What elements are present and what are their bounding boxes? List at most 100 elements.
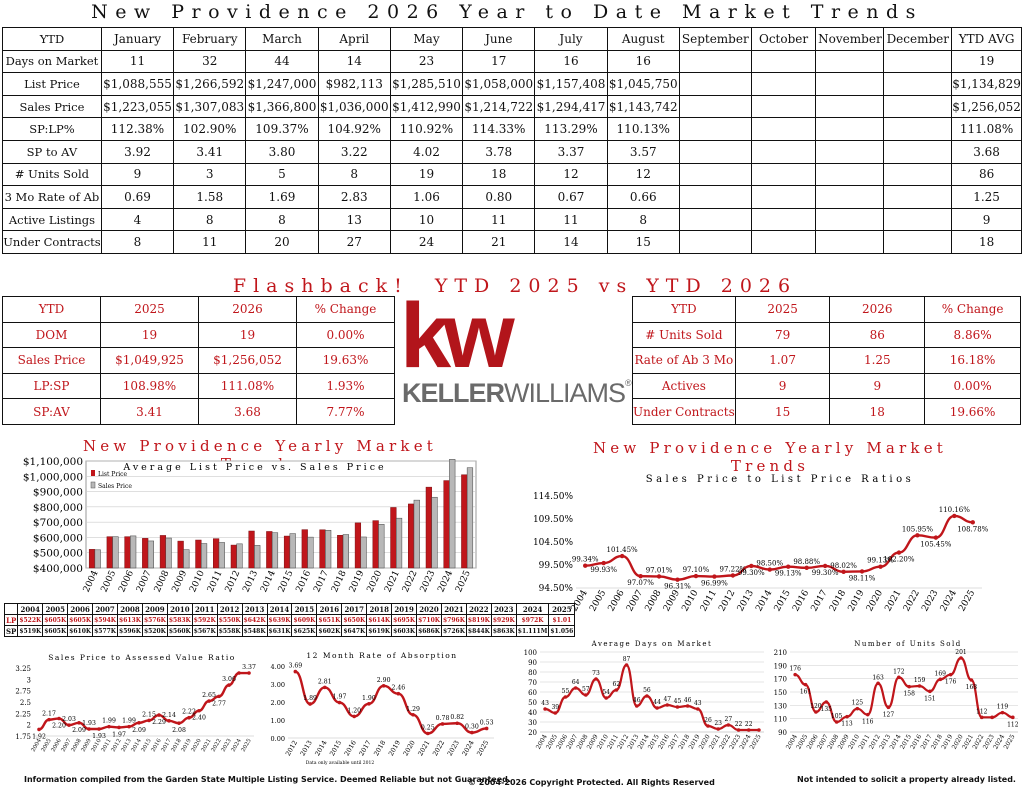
table-cell: $583K [166, 614, 193, 626]
x-tick-label: 2022 [902, 589, 922, 614]
y-tick-label: 20 [528, 729, 537, 737]
data-label: 1.92 [32, 733, 46, 740]
table-row: SP to AV 3.92 3.41 3.80 3.22 4.02 3.78 3.37 3.57… [2, 139, 1022, 164]
bar-sales-price [289, 533, 296, 569]
y-tick-label: 30 [528, 719, 537, 727]
yearly-price-mini-table: 2004 2005 2006 2007 2008 2009 2010 2011 2012 2013… [3, 603, 576, 637]
table-cell: 111.08% [951, 117, 1022, 141]
data-label: 45 [674, 698, 682, 705]
bar-list-price [159, 535, 167, 569]
data-point [425, 731, 430, 736]
table-cell: 104.92% [317, 117, 391, 141]
table-cell: 1.58 [173, 185, 247, 209]
table-cell [815, 230, 885, 254]
table-row: Days on Market 11 32 44 14 23 17 16 16 19 [2, 49, 1022, 74]
table-cell [883, 117, 953, 141]
data-label: 99.34% [572, 556, 599, 564]
data-label: 113 [841, 721, 853, 728]
data-label: 1.20 [347, 707, 361, 714]
data-label: 2.90 [377, 677, 391, 684]
footer-solicitation: Not intended to solicit a property alrea… [797, 775, 1016, 784]
table-cell [815, 72, 885, 96]
footer-copyright: © 2004-2026 Copyright Protected. All Rig… [468, 778, 715, 787]
data-point [553, 711, 558, 715]
data-point [247, 671, 251, 675]
table-cell: 1.06 [389, 185, 464, 209]
y-tick-label: 70 [528, 679, 537, 687]
data-label: 2.81 [318, 678, 332, 685]
data-point [604, 696, 608, 700]
table-cell: $1,143,742 [606, 94, 680, 119]
y-tick-label: 90 [778, 729, 787, 737]
y-tick-label: 170 [774, 676, 787, 684]
x-tick-label: 2013 [299, 739, 314, 757]
data-point [675, 705, 680, 709]
data-label: 56 [643, 687, 651, 694]
data-point [767, 567, 772, 572]
table-cell [815, 185, 885, 209]
x-tick-label: 2014 [259, 569, 278, 594]
table-cell: $650K [341, 614, 368, 626]
chart-note: Data only available until 2012 [306, 760, 375, 766]
bar-sales-price [271, 532, 279, 569]
data-label: 43 [541, 700, 549, 707]
data-point [804, 565, 809, 571]
table-cell: $1,134,829 [951, 72, 1022, 96]
data-label: 1.99 [122, 718, 136, 725]
chart-title: Sales Price to Assessed Value Ratio [48, 653, 236, 662]
table-cell: $1,058,000 [462, 72, 536, 96]
table-cell: $1,412,990 [389, 94, 464, 119]
row-label: Under Contracts [2, 230, 102, 254]
data-point [367, 702, 371, 706]
data-label: 1.93 [92, 733, 106, 740]
year-header: 2013 [241, 603, 268, 615]
y-tick-label: 40 [528, 709, 537, 717]
table-cell: 4 [100, 207, 175, 232]
table-cell [750, 49, 817, 74]
series-line [544, 663, 759, 732]
table-cell: 19.66% [924, 398, 1021, 425]
year-header: 2012 [216, 603, 243, 615]
data-point [970, 520, 975, 525]
legend-label: List Price [98, 471, 127, 478]
data-label: 176 [789, 666, 801, 673]
table-cell [815, 162, 885, 187]
table-cell: $1,036,000 [317, 94, 391, 119]
data-point [584, 693, 588, 697]
bar-sales-price [466, 467, 474, 569]
flashback-right-table: YTD 2025 2026% Change # Units Sold 79 86 8.86%… [632, 296, 1021, 425]
bar-list-price [461, 474, 468, 569]
column-header: November [815, 27, 885, 51]
data-label: 46 [633, 697, 641, 704]
x-tick-label: 2013 [241, 569, 260, 594]
bar-sales-price [325, 529, 332, 569]
data-label: 44 [653, 699, 661, 706]
year-header: 2022 [465, 603, 492, 615]
bar-list-price [230, 544, 237, 569]
table-cell: 8 [606, 207, 680, 232]
data-label: 1.97 [112, 731, 126, 738]
table-cell: 3.80 [245, 139, 319, 164]
table-cell: $1,214,722 [462, 94, 536, 119]
chart-title: Number of Units Sold [854, 640, 962, 648]
bar-sales-price [360, 536, 367, 569]
y-tick-label: $700,000 [33, 517, 83, 529]
table-cell: 8 [317, 162, 391, 187]
data-point [656, 574, 662, 579]
data-label: 112 [1007, 721, 1019, 728]
data-point [928, 689, 932, 694]
table-cell [678, 230, 752, 254]
y-tick-label: 94.50% [539, 584, 574, 594]
row-label: 3 Mo Rate of Ab [2, 185, 102, 209]
table-cell: 1.07 [734, 347, 831, 374]
data-label: 2.65 [202, 692, 216, 699]
bar-list-price [213, 538, 220, 569]
data-label: 127 [883, 711, 895, 718]
data-point [886, 705, 891, 710]
data-point [1000, 710, 1005, 715]
x-tick-label: 2017 [810, 588, 830, 613]
y-tick-label: $500,000 [33, 548, 83, 560]
bar-sales-price [449, 459, 456, 569]
sp-av-ratio-line-chart: Sales Price to Assessed Value Ratio 1.75 2… [15, 653, 256, 753]
table-cell [678, 207, 752, 232]
